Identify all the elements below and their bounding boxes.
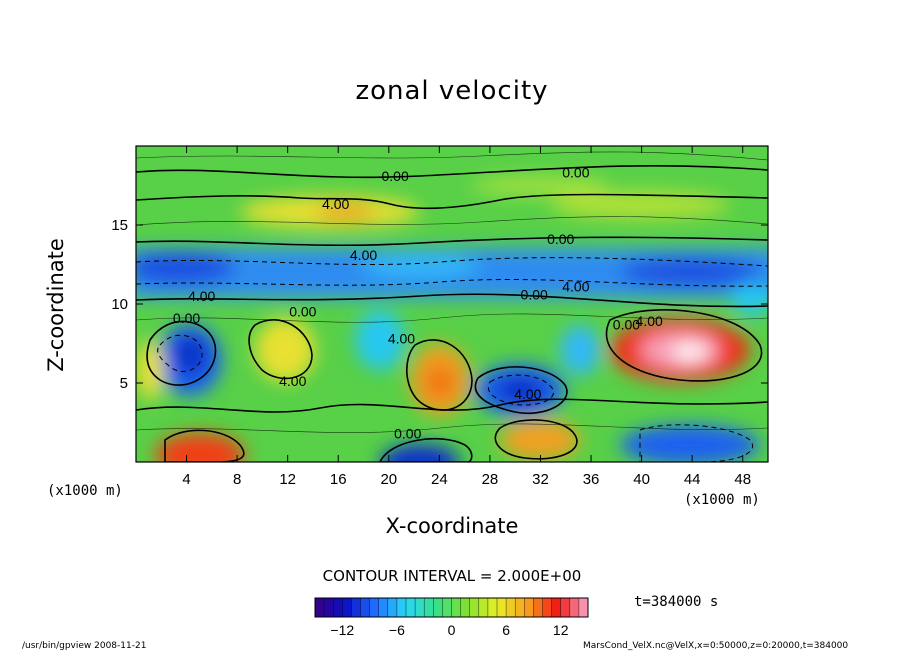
colorbar-tick-label: −6 bbox=[389, 622, 405, 638]
contour-label: 0.00 bbox=[289, 304, 316, 320]
contour-label: 0.00 bbox=[173, 310, 200, 326]
contour-label: 4.00 bbox=[350, 247, 377, 263]
colorbar-segment bbox=[460, 598, 470, 617]
colorbar-segment bbox=[497, 598, 507, 617]
colorbar: −12 −6 0 6 12 bbox=[314, 597, 589, 638]
contour-interval-label: CONTOUR INTERVAL = 2.000E+00 bbox=[322, 567, 582, 585]
contour-label: 0.00 bbox=[521, 286, 548, 302]
colorbar-segment bbox=[387, 598, 398, 617]
contour-label: 0.00 bbox=[394, 425, 421, 441]
y-axis: 5 10 15 bbox=[111, 217, 768, 392]
contour-label: 4.00 bbox=[514, 386, 541, 402]
colorbar-segment bbox=[442, 598, 452, 617]
x-tick-label: 12 bbox=[279, 471, 296, 488]
colorbar-segment bbox=[524, 598, 534, 617]
x-tick-label: 8 bbox=[233, 471, 241, 488]
time-label: t=384000 s bbox=[634, 594, 719, 610]
contour-labels: 0.00 0.004.004.000.004.00 0.00 4.000.00 0.00… bbox=[173, 165, 663, 442]
colorbar-segment bbox=[351, 598, 361, 617]
x-tick-label: 36 bbox=[583, 471, 600, 488]
colorbar-segment bbox=[515, 598, 525, 617]
y-tick-label: 15 bbox=[111, 217, 128, 234]
contour-label: 0.00 bbox=[562, 165, 589, 181]
colorbar-tick-label: 12 bbox=[553, 622, 569, 638]
colorbar-frame bbox=[314, 597, 589, 618]
colorbar-segment bbox=[569, 598, 580, 617]
y-tick-label: 5 bbox=[120, 375, 128, 392]
contour-label: 4.00 bbox=[388, 331, 415, 347]
colorbar-segment bbox=[560, 598, 571, 617]
colorbar-segment bbox=[333, 598, 343, 617]
colorbar-segment bbox=[315, 598, 325, 617]
contour-label: 4.00 bbox=[188, 288, 215, 304]
colorbar-segment bbox=[378, 598, 389, 617]
x-tick-label: 48 bbox=[734, 471, 751, 488]
y-axis-label: Z-coordinate bbox=[44, 238, 68, 372]
contour-label: 4.00 bbox=[322, 196, 349, 212]
x-tick-label: 24 bbox=[431, 471, 448, 488]
x-tick-label: 28 bbox=[482, 471, 499, 488]
contour-label: 0.00 bbox=[547, 231, 574, 247]
colorbar-segment bbox=[451, 598, 461, 617]
colorbar-segment bbox=[487, 598, 498, 617]
contour-label: 4.00 bbox=[636, 313, 663, 329]
x-axis-unit-right: (x1000 m) bbox=[684, 492, 760, 508]
colorbar-segment bbox=[406, 598, 416, 617]
chart-title: zonal velocity bbox=[355, 76, 549, 106]
colorbar-segment bbox=[433, 598, 443, 617]
velocity-field bbox=[136, 146, 768, 462]
colorbar-segment bbox=[415, 598, 425, 617]
x-tick-label: 4 bbox=[182, 471, 190, 488]
contour-label: 4.00 bbox=[562, 278, 589, 294]
y-tick-label: 10 bbox=[111, 296, 128, 313]
colorbar-segment bbox=[578, 598, 589, 617]
contour-label: 0.00 bbox=[613, 316, 640, 332]
colorbar-segment bbox=[551, 598, 561, 617]
colorbar-segment bbox=[542, 598, 552, 617]
x-tick-label: 20 bbox=[380, 471, 397, 488]
x-tick-label: 44 bbox=[684, 471, 701, 488]
contour-label: 0.00 bbox=[381, 168, 408, 184]
colorbar-tick-label: 0 bbox=[448, 622, 456, 638]
colorbar-segment bbox=[478, 598, 489, 617]
footer-program-date: /usr/bin/gpview 2008-11-21 bbox=[22, 641, 147, 651]
colorbar-segment bbox=[424, 598, 434, 617]
colorbar-segment bbox=[506, 598, 516, 617]
x-axis-unit-left: (x1000 m) bbox=[47, 483, 123, 499]
colorbar-segment bbox=[324, 598, 334, 617]
x-axis-label: X-coordinate bbox=[385, 514, 519, 538]
x-tick-label: 32 bbox=[532, 471, 549, 488]
colorbar-segment bbox=[533, 598, 543, 617]
colorbar-segment bbox=[396, 598, 407, 617]
colorbar-segment bbox=[369, 598, 379, 617]
contour-label: 4.00 bbox=[279, 373, 306, 389]
colorbar-segment bbox=[469, 598, 480, 617]
colorbar-segment bbox=[360, 598, 370, 617]
colorbar-tick-label: −12 bbox=[330, 622, 354, 638]
colorbar-tick-label: 6 bbox=[502, 622, 510, 638]
colorbar-segment bbox=[342, 598, 352, 617]
x-tick-label: 16 bbox=[330, 471, 347, 488]
x-tick-label: 40 bbox=[633, 471, 650, 488]
x-axis: 4 8 12 16 20 24 28 32 36 40 44 48 bbox=[182, 146, 751, 488]
footer-source: MarsCond_VelX.nc@VelX,x=0:50000,z=0:2000… bbox=[583, 641, 849, 651]
